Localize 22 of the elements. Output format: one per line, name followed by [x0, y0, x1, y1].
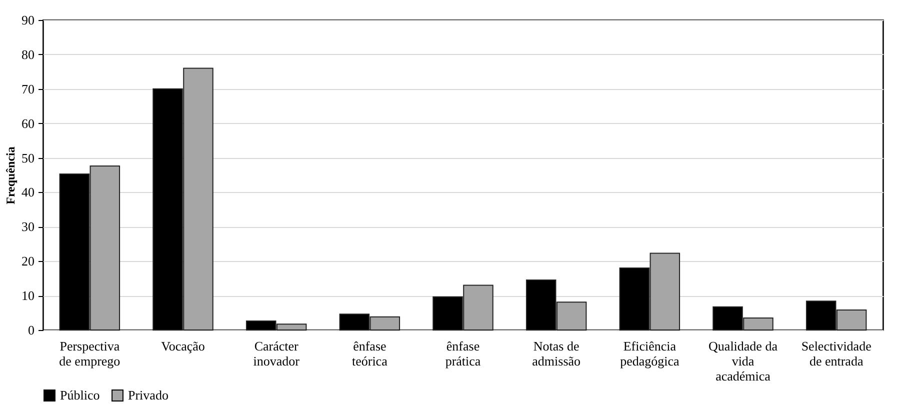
y-axis-title: Frequência [4, 146, 18, 204]
y-tick-label: 30 [22, 219, 34, 234]
x-tick-label: ênfase prática [445, 338, 481, 368]
legend-label: Público [60, 388, 100, 403]
x-tick-label: Perspectiva de emprego [59, 338, 120, 368]
x-tick-label: ênfase teórica [352, 338, 388, 368]
y-tick-label: 70 [22, 81, 34, 96]
legend-label: Privado [128, 388, 168, 403]
y-tick-label: 0 [28, 322, 34, 338]
x-tick-label: Vocação [161, 338, 205, 354]
x-tick-label: Selectividade de entrada [801, 338, 872, 368]
x-tick-label: Notas de admissão [532, 338, 581, 368]
x-tick-label: Carácter inovador [253, 338, 300, 368]
y-tick-label: 40 [22, 184, 34, 200]
y-tick-label: 60 [22, 116, 34, 131]
x-tick-label: Qualidade da vida académica [708, 338, 778, 384]
y-tick-label: 20 [22, 254, 34, 269]
y-tick-label: 10 [22, 288, 34, 304]
y-tick-label: 50 [22, 150, 34, 166]
y-tick-label: 90 [22, 12, 34, 28]
x-tick-label: Eficiência pedagógica [620, 338, 680, 368]
y-tick-label: 80 [22, 46, 34, 62]
